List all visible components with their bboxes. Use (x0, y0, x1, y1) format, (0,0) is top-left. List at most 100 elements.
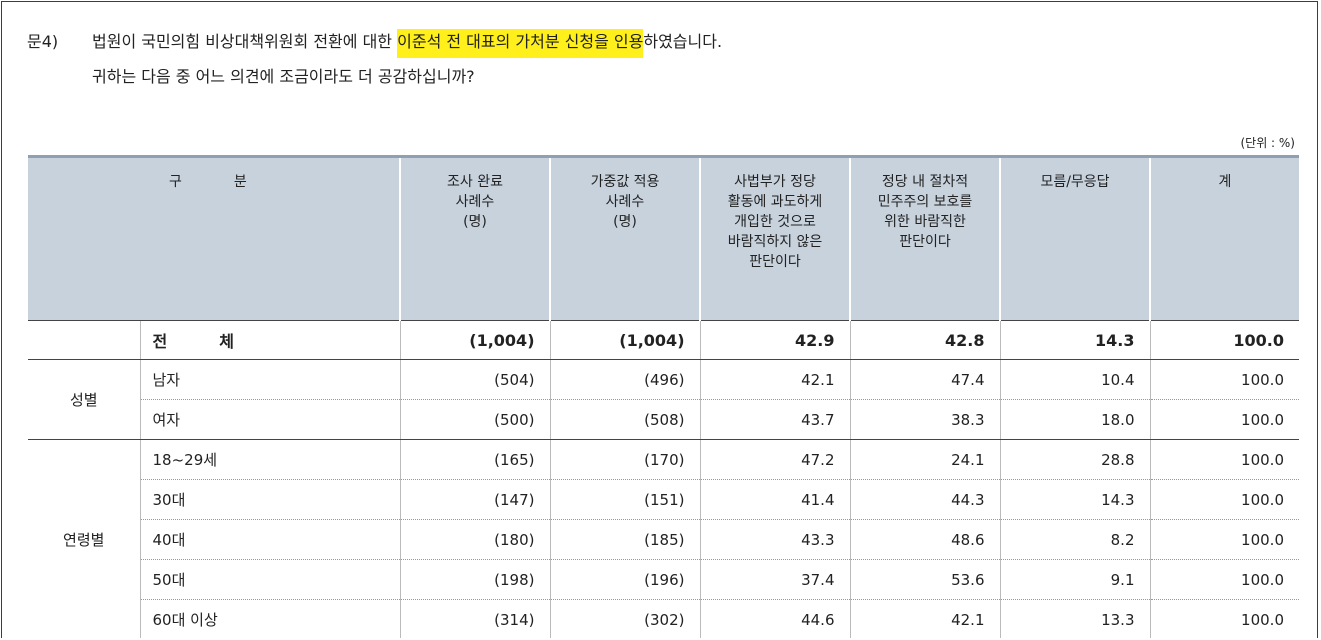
question-text-line2: 귀하는 다음 중 어느 의견에 조금이라도 더 공감하십니까? (92, 67, 475, 86)
table-cell: (314) (399, 599, 550, 638)
table-cell: 38.3 (849, 399, 1000, 440)
table-cell: (151) (549, 479, 700, 520)
total-label-1: 전 (152, 332, 168, 351)
table-row: 50대 (198) (196) 37.4 53.6 9.1 100.0 (28, 559, 1299, 600)
table-cell: (302) (549, 599, 700, 638)
header-dont-know: 모름/무응답 (999, 155, 1150, 321)
table-cell: 44.3 (849, 479, 1000, 520)
unit-label: (단위 : %) (1240, 136, 1295, 150)
table-cell: 47.2 (699, 439, 850, 480)
table-cell: 43.3 (699, 519, 850, 560)
question-text-line1: 법원이 국민의힘 비상대책위원회 전환에 대한 이준석 전 대표의 가처분 신청… (92, 28, 723, 58)
row-label: 50대 (139, 559, 400, 600)
table-cell: (504) (399, 359, 550, 400)
header-line: 사례수 (455, 194, 495, 210)
question-text-pre: 법원이 국민의힘 비상대책위원회 전환에 대한 (92, 32, 398, 51)
total-group-cell (28, 320, 140, 360)
table-cell: 100.0 (1149, 559, 1299, 600)
table-cell: (147) (399, 479, 550, 520)
question-number: 문4) (27, 32, 59, 51)
table-cell: 9.1 (999, 559, 1150, 600)
table-row: 40대 (180) (185) 43.3 48.6 8.2 100.0 (28, 519, 1299, 560)
table-cell: 48.6 (849, 519, 1000, 560)
header-line: 정당 내 절차적 (881, 174, 969, 190)
table-cell: (185) (549, 519, 700, 560)
table-cell: (496) (549, 359, 700, 400)
group-label: 성별 (28, 359, 140, 440)
header-line: 판단이다 (899, 234, 951, 250)
table-cell: (1,004) (549, 320, 700, 360)
table-cell: 100.0 (1149, 599, 1299, 638)
row-label: 18~29세 (139, 439, 400, 480)
header-gubun-1: 구 (169, 174, 182, 190)
table-cell: 10.4 (999, 359, 1150, 400)
table-cell: 44.6 (699, 599, 850, 638)
table-cell: (1,004) (399, 320, 550, 360)
header-line: 활동에 과도하게 (727, 194, 823, 210)
table-cell: 100.0 (1149, 399, 1299, 440)
table-cell: 13.3 (999, 599, 1150, 638)
total-label-2: 체 (219, 332, 234, 351)
table-cell: 8.2 (999, 519, 1150, 560)
table-row: 60대 이상 (314) (302) 44.6 42.1 13.3 100.0 (28, 599, 1299, 638)
table-body: 전 체 (1,004) (1,004) 42.9 42.8 14.3 100.0 성별 남자 (50… (28, 320, 1299, 638)
header-gubun-2: 분 (233, 174, 247, 190)
table-cell: 41.4 (699, 479, 850, 520)
header-line: 조사 완료 (447, 174, 503, 190)
table-cell: 37.4 (699, 559, 850, 600)
question-text-post: 하였습니다. (643, 32, 723, 51)
table-cell: 53.6 (849, 559, 1000, 600)
header-line: 사례수 (605, 194, 645, 210)
header-line: (명) (613, 214, 637, 230)
table-cell: (196) (549, 559, 700, 600)
row-label: 40대 (139, 519, 400, 560)
table-row: 30대 (147) (151) 41.4 44.3 14.3 100.0 (28, 479, 1299, 520)
table-cell: (170) (549, 439, 700, 480)
table-cell: 42.8 (849, 320, 1000, 360)
header-line: 판단이다 (749, 254, 801, 270)
header-line: 계 (1218, 174, 1232, 190)
highlighted-text: 이준석 전 대표의 가처분 신청을 인용 (397, 29, 644, 58)
header-total: 계 (1149, 155, 1299, 321)
table-cell: 100.0 (1149, 479, 1299, 520)
table-row: 여자 (500) (508) 43.7 38.3 18.0 100.0 (28, 399, 1299, 440)
row-label: 여자 (139, 399, 400, 440)
header-line: (명) (463, 214, 487, 230)
table-row: 성별 남자 (504) (496) 42.1 47.4 10.4 100.0 (28, 359, 1299, 440)
row-label: 30대 (139, 479, 400, 520)
table-cell: 24.1 (849, 439, 1000, 480)
table-cell: 100.0 (1149, 320, 1299, 360)
header-line: 사법부가 정당 (734, 174, 816, 190)
table-cell: 14.3 (999, 479, 1150, 520)
table-row-total: 전 체 (1,004) (1,004) 42.9 42.8 14.3 100.0 (28, 320, 1299, 360)
header-line: 개입한 것으로 (734, 214, 816, 230)
table-cell: 100.0 (1149, 439, 1299, 480)
row-label: 남자 (139, 359, 400, 400)
header-line: 민주주의 보호를 (877, 194, 973, 210)
table-cell: (508) (549, 399, 700, 440)
row-label: 60대 이상 (139, 599, 400, 638)
table-cell: 28.8 (999, 439, 1150, 480)
header-line: 바람직하지 않은 (727, 234, 823, 250)
table-cell: 47.4 (849, 359, 1000, 400)
table-cell: (165) (399, 439, 550, 480)
table-cell: (180) (399, 519, 550, 560)
group-label: 연령별 (28, 439, 140, 638)
table-cell: 43.7 (699, 399, 850, 440)
header-opinion-procedural: 정당 내 절차적 민주주의 보호를 위한 바람직한 판단이다 (849, 155, 1000, 321)
header-line: 모름/무응답 (1040, 174, 1110, 190)
header-line: 가중값 적용 (590, 174, 660, 190)
table-cell: 100.0 (1149, 359, 1299, 400)
table-cell: 18.0 (999, 399, 1150, 440)
table-cell: 14.3 (999, 320, 1150, 360)
table-cell: 100.0 (1149, 519, 1299, 560)
table-cell: 42.9 (699, 320, 850, 360)
